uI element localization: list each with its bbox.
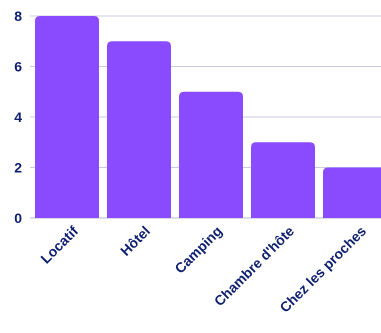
y-tick-label: 8 bbox=[14, 8, 22, 24]
y-axis-ticks: 0 2 4 6 8 bbox=[14, 8, 22, 226]
y-tick-label: 6 bbox=[14, 59, 22, 75]
y-tick-label: 2 bbox=[14, 160, 22, 176]
bars bbox=[35, 16, 381, 218]
y-tick-label: 4 bbox=[14, 109, 22, 125]
x-tick-label: Locatif bbox=[37, 223, 81, 267]
bar-chambre-d-h-te bbox=[251, 142, 315, 218]
bar-locatif bbox=[35, 16, 99, 218]
bar-h-tel bbox=[107, 41, 171, 218]
bar-chez-les-proches bbox=[323, 167, 381, 218]
y-tick-label: 0 bbox=[14, 210, 22, 226]
bar-camping bbox=[179, 91, 243, 218]
x-tick-label: Hôtel bbox=[117, 223, 153, 259]
x-tick-label: Camping bbox=[171, 223, 225, 277]
